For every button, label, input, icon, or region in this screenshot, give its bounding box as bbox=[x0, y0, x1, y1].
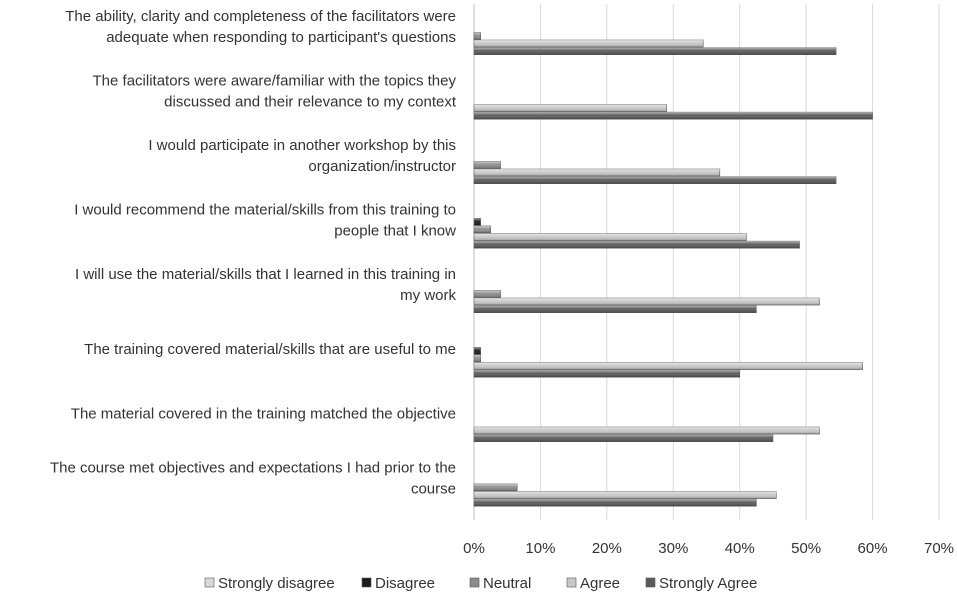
category-label: my work bbox=[400, 287, 456, 304]
legend: Strongly disagree Disagree Neutral Agree Str… bbox=[204, 575, 757, 592]
x-axis-ticks: 0% 10% 20% 30% 40% 50% 60% 70% bbox=[463, 540, 954, 557]
legend-swatch bbox=[645, 577, 656, 588]
legend-label: Agree bbox=[580, 575, 620, 592]
x-tick-label: 40% bbox=[725, 540, 755, 557]
bar-shading bbox=[474, 354, 481, 362]
bar-shading bbox=[474, 290, 501, 298]
legend-label: Strongly Agree bbox=[659, 575, 757, 592]
legend-label: Neutral bbox=[483, 575, 531, 592]
category-label: The training covered material/skills tha… bbox=[84, 341, 456, 358]
legend-swatch bbox=[469, 577, 480, 588]
bar-shading bbox=[474, 176, 837, 184]
bar-shading bbox=[474, 434, 773, 442]
legend-label: Strongly disagree bbox=[218, 575, 335, 592]
legend-label: Disagree bbox=[375, 575, 435, 592]
bar-shading bbox=[474, 225, 491, 233]
bar-shading bbox=[474, 169, 720, 177]
bar-shading bbox=[474, 32, 481, 40]
category-label: The material covered in the training mat… bbox=[71, 405, 456, 422]
bar-shading bbox=[474, 483, 518, 491]
x-tick-label: 20% bbox=[592, 540, 622, 557]
legend-swatch bbox=[361, 577, 372, 588]
bar-shading bbox=[474, 499, 757, 507]
x-tick-label: 10% bbox=[525, 540, 555, 557]
legend-swatch bbox=[566, 577, 577, 588]
x-tick-label: 50% bbox=[791, 540, 821, 557]
category-label: I would recommend the material/skills fr… bbox=[74, 201, 456, 218]
bar-shading bbox=[474, 218, 481, 226]
x-tick-label: 70% bbox=[924, 540, 954, 557]
bar-shading bbox=[474, 233, 747, 241]
category-label: I would participate in another workshop … bbox=[148, 137, 456, 154]
category-label: The ability, clarity and completeness of… bbox=[65, 8, 456, 25]
bar-shading bbox=[474, 362, 863, 370]
bar-shading bbox=[474, 298, 820, 306]
category-label: discussed and their relevance to my cont… bbox=[164, 93, 457, 110]
bars bbox=[473, 32, 873, 507]
bar-shading bbox=[474, 112, 873, 120]
x-tick-label: 0% bbox=[463, 540, 485, 557]
gridlines bbox=[473, 4, 940, 520]
category-label: course bbox=[411, 480, 456, 497]
bar-shading bbox=[474, 427, 820, 435]
x-tick-label: 30% bbox=[658, 540, 688, 557]
bar-shading bbox=[474, 40, 704, 48]
category-label: The facilitators were aware/familiar wit… bbox=[93, 72, 457, 89]
bar-shading bbox=[474, 241, 800, 249]
category-label: people that I know bbox=[334, 222, 456, 239]
bar-shading bbox=[474, 47, 837, 55]
category-label: adequate when responding to participant'… bbox=[106, 29, 456, 46]
legend-swatch bbox=[204, 577, 215, 588]
category-label: I will use the material/skills that I le… bbox=[75, 266, 456, 283]
bar-shading bbox=[474, 161, 501, 169]
bar-shading bbox=[474, 347, 481, 355]
bar-shading bbox=[474, 104, 667, 112]
x-tick-label: 60% bbox=[858, 540, 888, 557]
category-labels: The ability, clarity and completeness of… bbox=[50, 8, 457, 498]
bar-shading bbox=[474, 370, 740, 378]
category-label: The course met objectives and expectatio… bbox=[50, 459, 456, 476]
category-label: organization/instructor bbox=[308, 158, 456, 175]
bar-shading bbox=[474, 491, 777, 499]
bar-shading bbox=[474, 305, 757, 313]
